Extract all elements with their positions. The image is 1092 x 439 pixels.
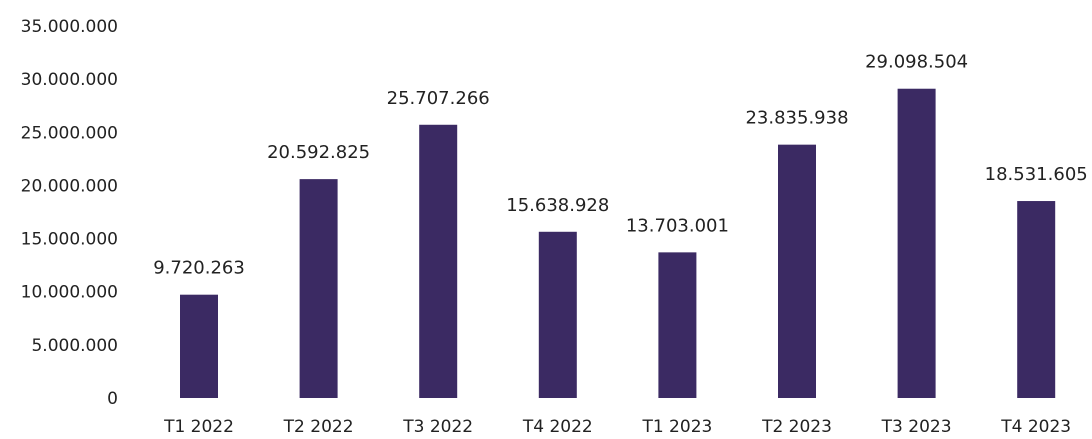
x-axis: T1 2022 T2 2022 T3 2022 T4 2022 T1 2023 T2 20… — [163, 417, 1071, 437]
y-tick-label: 20.000.000 — [21, 176, 118, 196]
y-tick-label: 10.000.000 — [21, 283, 118, 303]
data-label: 9.720.263 — [153, 258, 245, 279]
y-tick-label: 35.000.000 — [21, 17, 118, 37]
y-axis: 0 5.000.000 10.000.000 15.000.000 20.000.000… — [21, 17, 118, 409]
bar — [1017, 201, 1056, 398]
x-tick-label: T1 2022 — [163, 417, 234, 437]
x-tick-label: T4 2022 — [522, 417, 593, 437]
data-label: 23.835.938 — [745, 108, 848, 129]
data-label: 18.531.605 — [985, 164, 1088, 185]
x-tick-label: T3 2023 — [881, 417, 952, 437]
bar — [180, 294, 218, 398]
data-labels: 9.720.263 20.592.825 25.707.266 15.638.928 1… — [153, 52, 1088, 279]
bars — [180, 88, 1056, 398]
data-label: 25.707.266 — [387, 88, 490, 109]
x-tick-label: T3 2022 — [402, 417, 473, 437]
y-tick-label: 15.000.000 — [21, 230, 118, 250]
y-tick-label: 30.000.000 — [21, 70, 118, 90]
bar — [658, 252, 697, 398]
y-tick-label: 5.000.000 — [31, 336, 118, 356]
bar — [897, 88, 936, 398]
y-tick-label: 0 — [107, 389, 118, 409]
data-label: 15.638.928 — [506, 195, 609, 216]
bar — [538, 231, 577, 398]
bar — [299, 179, 338, 398]
data-label: 29.098.504 — [865, 52, 968, 73]
bar — [778, 144, 816, 398]
data-label: 20.592.825 — [267, 142, 370, 163]
y-tick-label: 25.000.000 — [21, 123, 118, 143]
bar — [419, 124, 458, 398]
x-tick-label: T1 2023 — [641, 417, 712, 437]
data-label: 13.703.001 — [626, 215, 729, 236]
x-tick-label: T2 2022 — [283, 417, 354, 437]
x-tick-label: T2 2023 — [761, 417, 832, 437]
x-tick-label: T4 2023 — [1000, 417, 1071, 437]
